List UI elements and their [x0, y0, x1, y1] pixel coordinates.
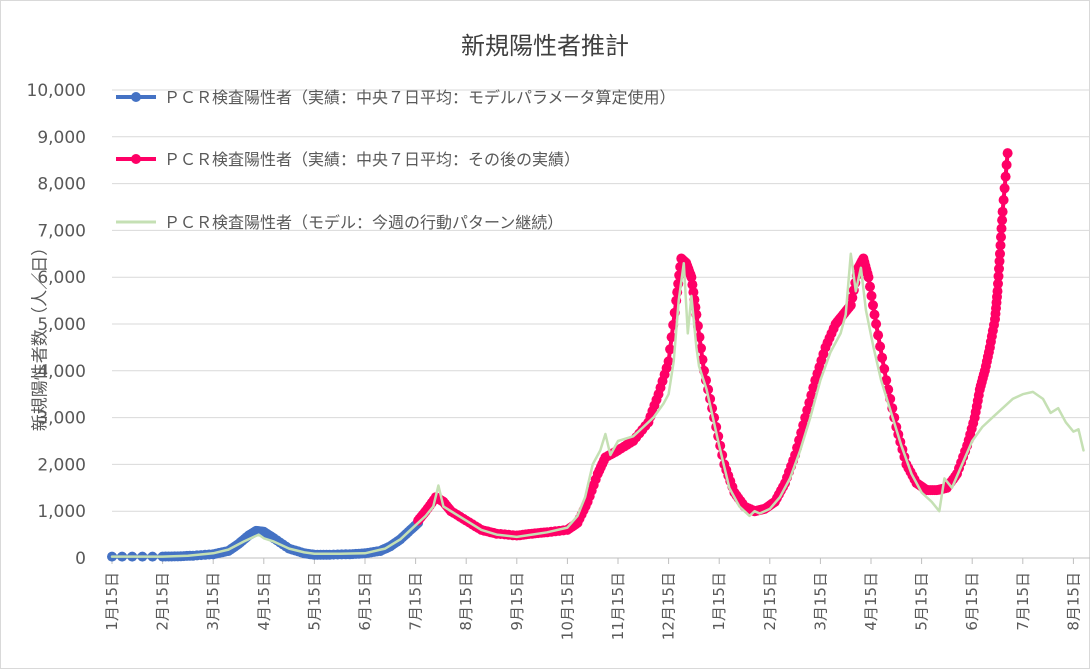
data-point	[997, 215, 1008, 226]
x-tick-label: 2月15日	[154, 572, 172, 631]
legend: ＰＣＲ検査陽性者（実績：中央７日平均：モデルパラメータ算定使用） ＰＣＲ検査陽性者…	[116, 88, 676, 232]
series-line	[110, 252, 1085, 558]
data-point	[696, 343, 706, 354]
data-point	[996, 232, 1006, 242]
x-tick-label: 7月15日	[407, 572, 425, 631]
gridlines	[111, 89, 1090, 564]
legend-item-0: ＰＣＲ検査陽性者（実績：中央７日平均：モデルパラメータ算定使用）	[116, 88, 676, 107]
x-tick-label: 1月15日	[103, 572, 121, 631]
data-point	[992, 286, 1003, 297]
x-tick-label: 4月15日	[255, 572, 273, 631]
y-tick-label: 1,000	[37, 502, 86, 522]
data-point	[800, 412, 811, 423]
data-point	[871, 319, 882, 329]
data-point	[997, 206, 1008, 217]
data-point	[845, 300, 856, 311]
y-tick-label: 3,000	[37, 409, 86, 429]
y-tick-label: 4,000	[37, 362, 86, 382]
legend-item-2: ＰＣＲ検査陽性者（モデル：今週の行動パターン継続）	[116, 213, 563, 232]
data-point	[686, 272, 697, 283]
data-point	[804, 397, 815, 408]
data-point	[806, 390, 817, 401]
x-tick-label: 10月15日	[558, 572, 576, 640]
data-point	[863, 272, 874, 283]
data-point	[866, 290, 877, 301]
data-point	[877, 352, 888, 363]
data-point	[868, 300, 878, 311]
data-point	[798, 420, 809, 431]
data-point	[688, 287, 699, 298]
data-point	[865, 281, 875, 292]
x-tick-label: 2月15日	[761, 572, 779, 631]
data-point	[694, 332, 705, 343]
data-point	[993, 271, 1004, 282]
legend-label: ＰＣＲ検査陽性者（実績：中央７日平均：モデルパラメータ算定使用）	[164, 88, 676, 107]
data-point	[1000, 171, 1011, 182]
series-layer	[107, 148, 1085, 562]
legend-label: ＰＣＲ検査陽性者（モデル：今週の行動パターン継続）	[164, 213, 563, 232]
x-tick-label: 5月15日	[913, 572, 931, 631]
data-point	[996, 223, 1007, 234]
x-tick-label: 8月15日	[1064, 572, 1082, 631]
x-tick-label: 3月15日	[811, 572, 829, 631]
data-point	[881, 375, 892, 386]
data-point	[995, 240, 1006, 251]
series-1	[413, 148, 1013, 541]
data-point	[869, 309, 880, 320]
y-tick-label: 6,000	[37, 268, 86, 288]
x-tick-label: 7月15日	[1014, 572, 1032, 631]
data-point	[665, 344, 676, 355]
y-tick-label: 10,000	[27, 81, 86, 101]
legend-marker	[131, 154, 141, 164]
data-point	[993, 278, 1003, 289]
data-point	[1002, 148, 1013, 159]
data-point	[847, 292, 858, 303]
data-point	[666, 332, 677, 343]
data-point	[994, 256, 1005, 267]
y-tick-label: 9,000	[37, 128, 86, 148]
data-point	[663, 356, 674, 367]
y-tick-label: 7,000	[37, 221, 86, 241]
x-tick-label: 12月15日	[660, 572, 678, 640]
legend-label: ＰＣＲ検査陽性者（実績：中央７日平均：その後の実績）	[164, 150, 580, 169]
x-tick-label: 6月15日	[963, 572, 981, 631]
x-tick-labels: 1月15日 2月15日 3月15日 4月15日 5月15日 6月15日 7月15日 8月15日…	[103, 572, 1082, 640]
x-tick-label: 6月15日	[356, 572, 374, 631]
y-tick-label: 0	[75, 549, 86, 569]
y-tick-label: 5,000	[37, 315, 86, 335]
data-point	[875, 341, 886, 352]
data-point	[994, 263, 1004, 274]
y-tick-labels: 0 1,000 2,000 3,000 4,000 5,000 6,000 7,000 8,00…	[27, 81, 86, 569]
x-tick-label: 5月15日	[305, 572, 323, 631]
x-tick-label: 11月15日	[609, 572, 627, 640]
x-tick-label: 1月15日	[710, 572, 728, 631]
data-point	[697, 354, 708, 365]
legend-item-1: ＰＣＲ検査陽性者（実績：中央７日平均：その後の実績）	[116, 150, 580, 169]
series-2	[110, 252, 1085, 558]
x-tick-label: 8月15日	[457, 572, 475, 631]
data-point	[998, 195, 1009, 205]
data-point	[873, 330, 884, 341]
data-point	[999, 183, 1010, 194]
data-point	[1001, 159, 1012, 170]
data-point	[802, 405, 813, 416]
chart-title: 新規陽性者推計	[461, 32, 629, 60]
x-tick-label: 3月15日	[204, 572, 222, 631]
x-tick-label: 4月15日	[862, 572, 880, 631]
data-point	[995, 248, 1005, 259]
data-point	[879, 363, 890, 374]
data-point	[687, 279, 698, 290]
y-tick-label: 8,000	[37, 175, 86, 195]
x-tick-label: 9月15日	[508, 572, 526, 631]
y-tick-label: 2,000	[37, 455, 86, 475]
legend-marker	[131, 92, 141, 102]
